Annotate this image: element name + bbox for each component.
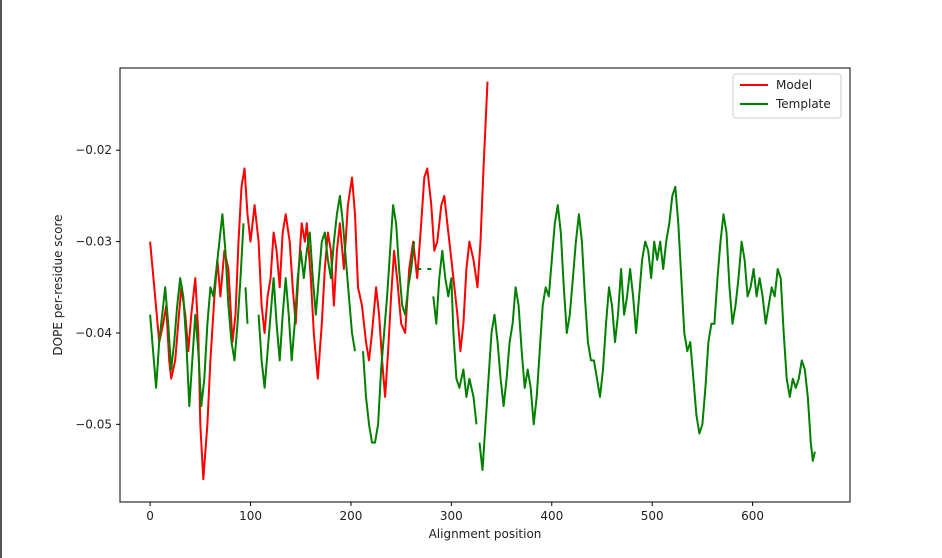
series-model-line-segment-0 [149,81,489,481]
series-template-line-segment-7 [478,185,816,471]
x-tick-label: 500 [641,509,664,523]
series-template-line-segment-6 [432,249,478,425]
series-template-line-segment-3 [362,204,416,444]
y-axis-title: DOPE per-residue score [51,214,65,355]
y-tick-label: −0.04 [75,326,112,340]
x-axis-title: Alignment position [429,527,542,541]
x-tick-label: 300 [440,509,463,523]
y-axis: −0.05 −0.04 −0.03 −0.02 [75,143,120,431]
series-template-line-segment-2 [257,194,356,389]
x-tick-label: 200 [339,509,362,523]
series-template-line-segment-1 [244,287,249,324]
x-tick-label: 100 [239,509,262,523]
legend-label-template: Template [775,97,831,111]
x-axis: 0 100 200 300 400 500 600 [146,502,764,523]
plot-frame [119,67,851,503]
x-tick-label: 600 [741,509,764,523]
plot-content [149,81,816,481]
legend: Model Template [732,73,842,119]
series-template-line-segment-0 [149,213,245,408]
y-tick-label: −0.02 [75,143,112,157]
x-tick-label: 400 [540,509,563,523]
y-tick-label: −0.03 [75,235,112,249]
y-tick-label: −0.05 [75,417,112,431]
x-tick-label: 0 [146,509,154,523]
window-left-edge [0,0,2,558]
legend-label-model: Model [776,78,812,92]
